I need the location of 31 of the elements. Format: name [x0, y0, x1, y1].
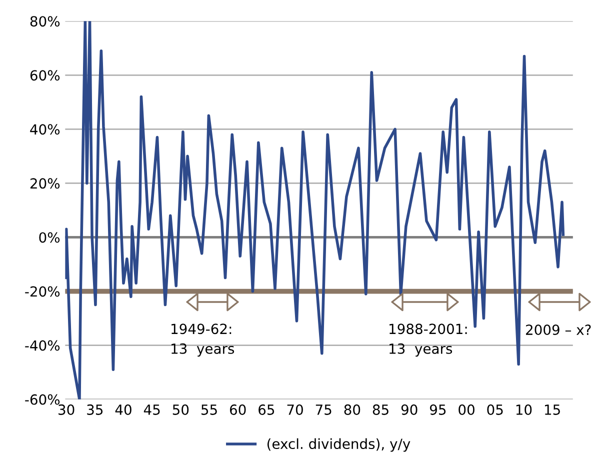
x-tick-label: 30 [58, 404, 74, 415]
y-tick-label: 0% [39, 232, 60, 243]
x-tick-label: 70 [287, 404, 303, 415]
x-tick-label: 00 [458, 404, 474, 415]
x-tick-label: 10 [516, 404, 532, 415]
x-tick-label: 65 [258, 404, 274, 415]
annotation: 1988-2001: 13 years [390, 324, 467, 357]
annotation: 1949-62: 13 years [172, 324, 234, 357]
x-tick-label: 15 [544, 404, 560, 415]
x-tick-label: 40 [115, 404, 132, 415]
y-tick-label: 40% [30, 124, 60, 135]
x-tick-label: 45 [144, 404, 160, 415]
x-tick-label: 85 [372, 404, 388, 415]
y-tick-label: 80% [30, 16, 60, 27]
x-tick-label: 35 [87, 404, 103, 415]
x-tick-label: 95 [430, 404, 446, 415]
annotation: 2009 – x? [526, 324, 591, 336]
x-tick-label: 60 [230, 404, 246, 415]
y-tick-label: -40% [25, 340, 60, 351]
x-tick-label: 75 [316, 404, 332, 415]
y-tick-label: -60% [25, 394, 60, 405]
x-tick-label: 05 [487, 404, 503, 415]
legend-label: (excl. dividends), y/y [267, 438, 410, 452]
line-series [65, 21, 565, 400]
y-tick-label: 20% [30, 178, 60, 189]
x-tick-label: 55 [201, 404, 217, 415]
x-tick-label: 80 [344, 404, 360, 415]
y-tick-label: -20% [25, 286, 60, 297]
x-tick-label: 50 [172, 404, 189, 415]
x-tick-label: 90 [401, 404, 418, 415]
y-tick-label: 60% [30, 70, 60, 81]
